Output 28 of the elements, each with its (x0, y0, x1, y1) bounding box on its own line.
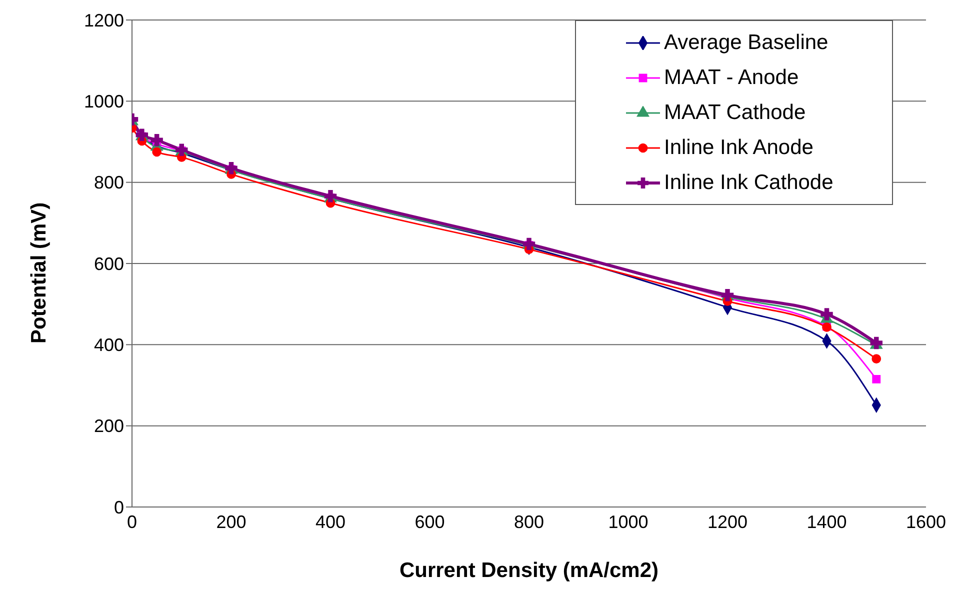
y-tick-label: 1000 (84, 92, 124, 112)
legend-label: Inline Ink Cathode (664, 170, 834, 196)
x-axis-title: Current Density (mA/cm2) (399, 559, 659, 582)
x-tick-label: 1000 (608, 512, 648, 532)
x-tick-label: 1400 (806, 512, 847, 532)
point (820, 308, 833, 320)
y-axis-title: Potential (mV) (27, 202, 50, 344)
legend-label: MAAT - Anode (664, 65, 799, 91)
y-tick-label: 800 (94, 172, 124, 193)
y-tick-label: 200 (94, 416, 124, 436)
legend-label: Average Baseline (664, 30, 828, 56)
y-tick-label: 600 (94, 254, 124, 274)
y-tick-label: 0 (114, 497, 124, 518)
x-tick-label: 200 (216, 512, 246, 532)
point (872, 374, 881, 384)
x-tick-label: 1200 (707, 512, 748, 532)
y-tick-label: 400 (94, 335, 124, 356)
x-tick-label: 600 (414, 512, 445, 532)
legend-label: Inline Ink Anode (664, 135, 814, 161)
point (872, 354, 882, 364)
y-tick-label: 1200 (84, 10, 124, 30)
legend-label: MAAT Cathode (664, 100, 806, 126)
x-tick-label: 800 (514, 512, 544, 532)
x-tick-label: 0 (126, 512, 138, 532)
x-tick-label: 400 (315, 512, 346, 532)
point (150, 134, 163, 146)
point (152, 147, 162, 157)
x-tick-label: 1600 (906, 512, 946, 532)
